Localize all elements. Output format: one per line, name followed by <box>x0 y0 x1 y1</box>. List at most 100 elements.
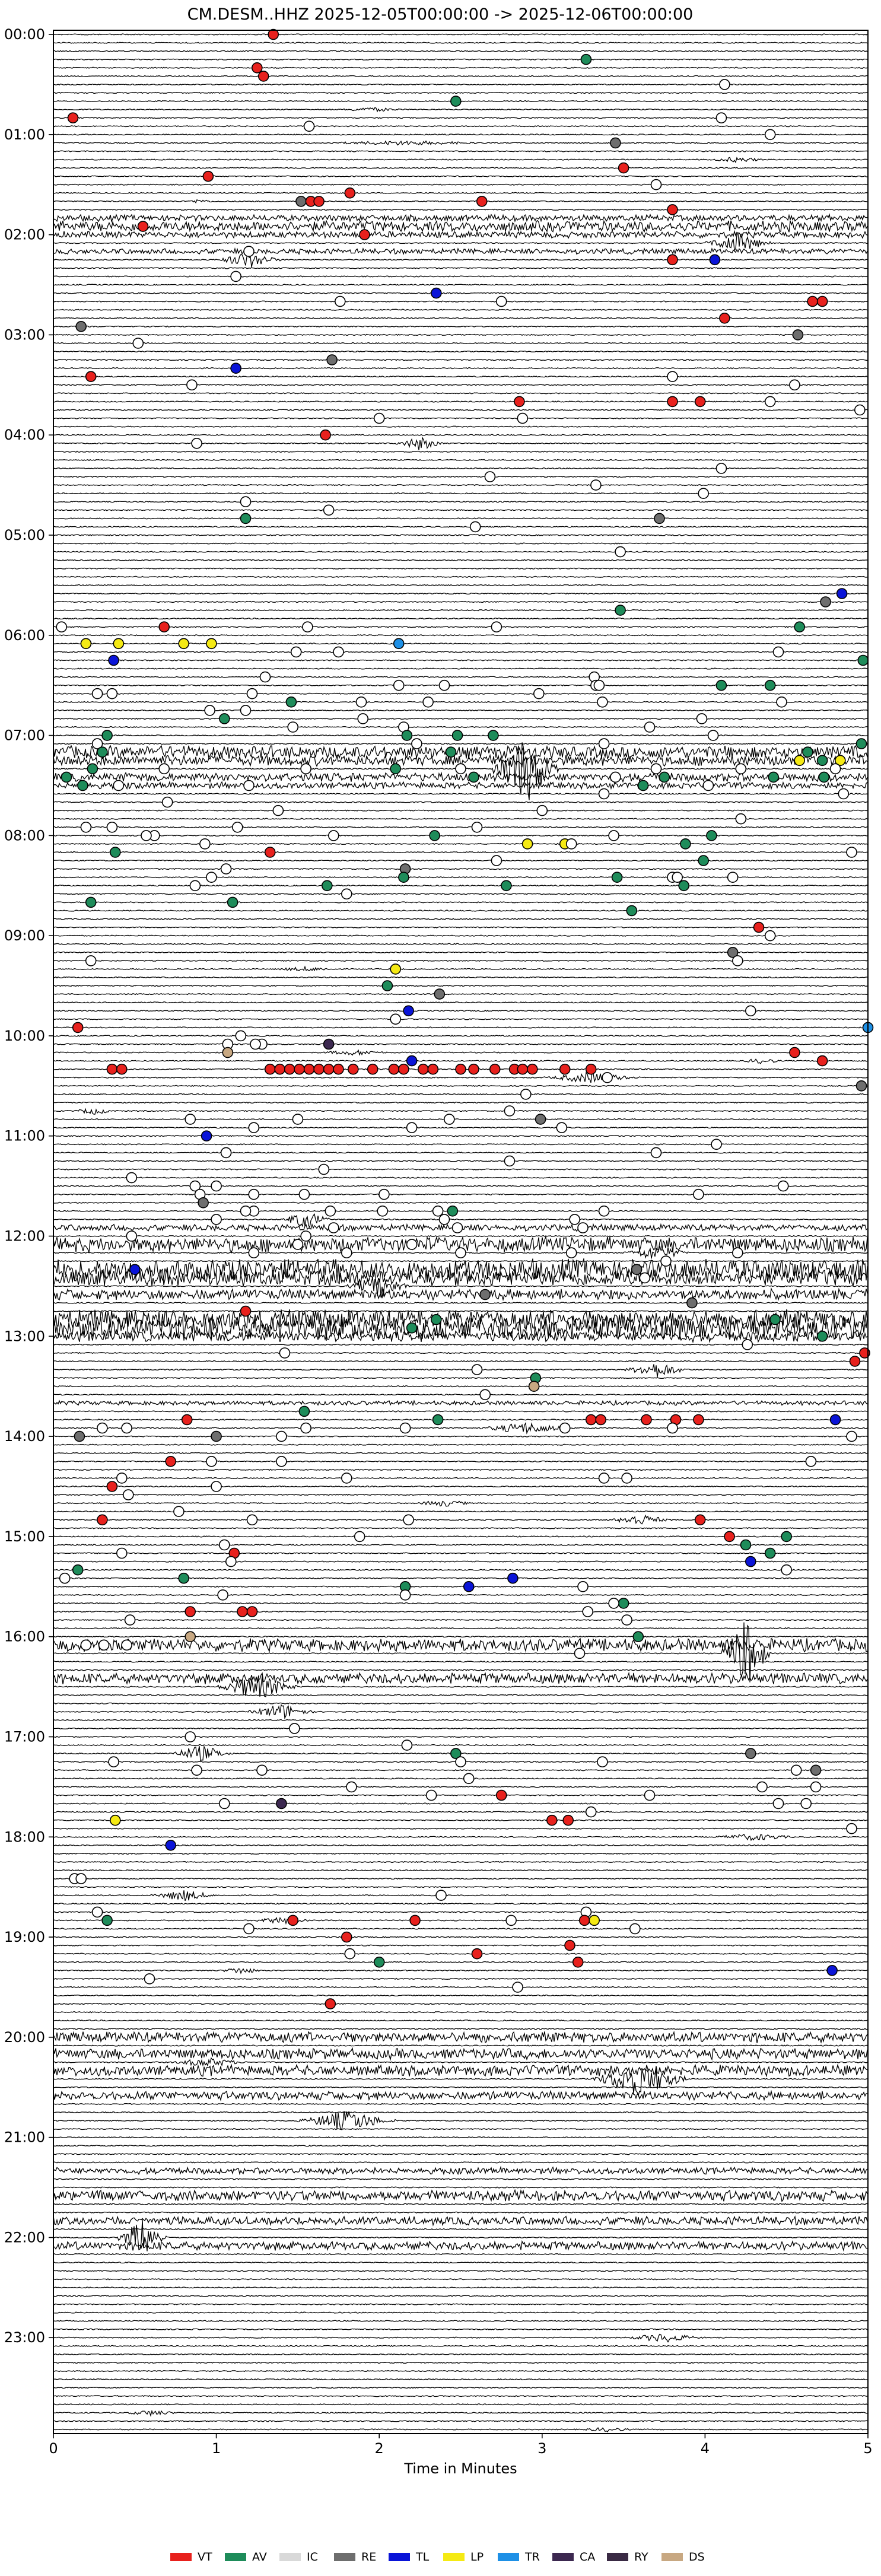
trace-row <box>53 2028 868 2030</box>
legend-swatch-ds <box>661 2553 683 2561</box>
trace-row <box>53 1193 868 1195</box>
trace-row <box>53 1035 868 1037</box>
y-tick-label: 12:00 <box>4 1228 45 1245</box>
event-marker-ic <box>484 471 496 482</box>
event-marker-ic <box>707 730 719 741</box>
trace-row <box>53 667 868 670</box>
trace-row <box>53 1235 868 1238</box>
event-marker-ic <box>672 872 683 883</box>
event-marker-ic <box>781 1564 792 1576</box>
trace-row <box>53 1661 868 1663</box>
trace-row <box>53 726 868 729</box>
x-tick-label: 1 <box>212 2440 221 2457</box>
event-marker-av <box>429 830 440 841</box>
event-marker-ic <box>574 1648 586 1659</box>
event-marker-ic <box>230 271 241 282</box>
event-marker-ic <box>512 1982 523 1993</box>
event-marker-re <box>810 1764 822 1776</box>
trace-row <box>53 1235 868 1254</box>
y-tick-label: 06:00 <box>4 627 45 644</box>
event-marker-ic <box>602 1072 613 1083</box>
event-marker-ic <box>715 112 727 123</box>
trace-row <box>53 167 868 169</box>
event-marker-ic <box>292 1114 304 1125</box>
event-marker-vt <box>344 187 356 199</box>
event-marker-ic <box>300 1230 311 1242</box>
trace-row <box>53 1302 868 1304</box>
trace-row <box>53 701 868 703</box>
event-marker-ic <box>756 1781 768 1793</box>
trace-row <box>53 1118 868 1121</box>
event-marker-av <box>227 896 238 908</box>
event-marker-tl <box>745 1556 756 1567</box>
trace-row <box>53 317 868 319</box>
trace-row <box>53 1977 868 1980</box>
legend-swatch-re <box>334 2553 355 2561</box>
event-marker-lp <box>110 1814 121 1826</box>
trace-row <box>53 1877 868 1880</box>
event-marker-vt <box>789 1047 800 1058</box>
trace-row <box>53 2420 868 2422</box>
event-marker-ic <box>344 1948 356 1960</box>
event-marker-vt <box>495 1789 507 1801</box>
event-marker-vt <box>618 162 629 174</box>
event-marker-ic <box>577 1222 589 1233</box>
trace-row <box>53 1844 868 1847</box>
y-tick-label: 07:00 <box>4 727 45 744</box>
trace-row <box>53 584 868 587</box>
event-marker-vt <box>106 1063 118 1075</box>
trace-row <box>53 609 868 612</box>
event-marker-ic <box>300 763 311 775</box>
event-marker-vt <box>807 295 818 307</box>
event-marker-ic <box>789 379 800 391</box>
y-tick-label: 01:00 <box>4 126 45 143</box>
event-marker-av <box>373 1957 385 1968</box>
event-marker-av <box>451 730 463 741</box>
trace-row <box>53 542 868 545</box>
legend-label-vt: VT <box>198 2550 212 2564</box>
event-marker-tl <box>108 654 119 666</box>
event-marker-av <box>615 605 626 616</box>
trace-row <box>53 842 868 845</box>
trace-row <box>53 1210 868 1213</box>
event-marker-tl <box>829 1414 841 1426</box>
event-marker-ic <box>132 338 144 349</box>
event-marker-vt <box>417 1063 429 1075</box>
trace-row <box>53 1152 868 1154</box>
trace-row <box>53 1635 868 1638</box>
event-marker-vt <box>753 921 765 933</box>
trace-row <box>53 1176 868 1179</box>
trace-row <box>53 965 868 972</box>
event-marker-re <box>535 1114 546 1125</box>
trace-row <box>53 1343 867 1346</box>
event-marker-vt <box>85 371 97 383</box>
event-marker-ic <box>585 1806 597 1818</box>
trace-row <box>53 1493 868 1496</box>
legend-label-ry: RY <box>634 2550 648 2564</box>
event-marker-ic <box>805 1456 817 1467</box>
trace-row <box>53 509 868 511</box>
trace-row <box>53 1135 868 1137</box>
event-marker-vt <box>367 1063 379 1075</box>
trace-row <box>53 140 868 146</box>
event-marker-av <box>488 730 499 741</box>
event-marker-ic <box>608 1598 619 1609</box>
event-marker-ic <box>240 705 252 716</box>
trace-row <box>53 183 868 186</box>
trace-row <box>53 2295 868 2297</box>
event-marker-av <box>97 746 108 758</box>
event-marker-vt <box>562 1814 574 1826</box>
event-marker-ic <box>206 1456 217 1467</box>
trace-row <box>53 175 867 177</box>
event-marker-ic <box>790 1764 802 1776</box>
event-marker-ic <box>667 371 678 383</box>
event-marker-ic <box>186 379 198 391</box>
event-marker-vt <box>347 1063 359 1075</box>
event-marker-vt <box>585 1063 597 1075</box>
event-marker-ic <box>406 1239 418 1250</box>
event-marker-ic <box>800 1798 812 1809</box>
trace-row <box>53 1500 868 1507</box>
trace-row <box>53 2086 868 2089</box>
legend-label-ds: DS <box>689 2550 705 2564</box>
trace-row <box>53 1694 868 1696</box>
